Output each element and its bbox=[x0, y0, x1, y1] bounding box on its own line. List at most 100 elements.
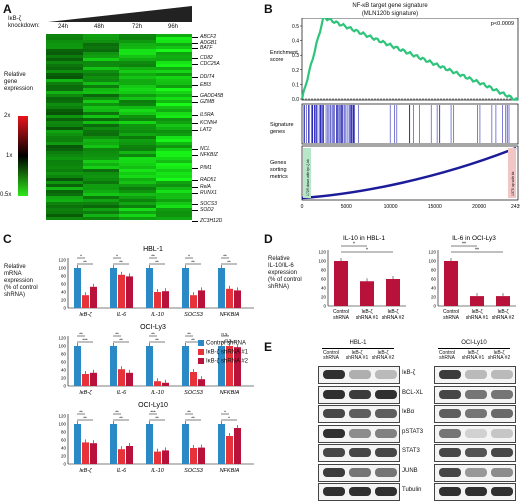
heatmap-cell bbox=[155, 211, 192, 214]
heatmap-cell bbox=[82, 166, 119, 169]
heatmap-cell bbox=[155, 79, 192, 82]
heatmap-cell bbox=[46, 193, 83, 196]
heatmap-cell bbox=[82, 163, 119, 166]
heatmap-cell bbox=[155, 61, 192, 64]
heatmap-cell bbox=[46, 67, 83, 70]
heatmap-cell bbox=[155, 133, 192, 136]
heatmap-cell bbox=[82, 133, 119, 136]
heatmap-cell bbox=[82, 88, 119, 91]
heatmap-cell bbox=[119, 106, 156, 109]
signature-label: Signature bbox=[270, 122, 294, 128]
blot-band bbox=[375, 370, 397, 379]
heatmap-cell bbox=[119, 178, 156, 181]
gene-label: RelA bbox=[200, 184, 211, 191]
gene-tick bbox=[192, 57, 198, 59]
heatmap-cell bbox=[82, 190, 119, 193]
heatmap-cell bbox=[119, 121, 156, 124]
metric-label: metrics bbox=[270, 174, 288, 180]
enrichment-frame bbox=[301, 18, 519, 101]
heatmap-cell bbox=[46, 139, 83, 142]
blot-band bbox=[465, 487, 487, 496]
heatmap-cell bbox=[119, 52, 156, 55]
heatmap-cell bbox=[82, 46, 119, 49]
heatmap-cell bbox=[155, 64, 192, 67]
heatmap-cell bbox=[119, 91, 156, 94]
sig-mark: ** bbox=[187, 332, 191, 337]
gene-tick bbox=[192, 63, 198, 65]
right-box bbox=[508, 148, 516, 198]
blot-cell-underline bbox=[438, 348, 510, 349]
blot-band bbox=[323, 428, 345, 438]
blot-band bbox=[491, 428, 513, 438]
heatmap-cell bbox=[82, 199, 119, 202]
heatmap-cell bbox=[119, 124, 156, 127]
heatmap-cell bbox=[46, 145, 83, 148]
sig-mark: * bbox=[80, 254, 82, 259]
heatmap-cell bbox=[119, 76, 156, 79]
gene-tick bbox=[192, 187, 198, 189]
heatmap-cell bbox=[46, 202, 83, 205]
heatmap-cell bbox=[119, 67, 156, 70]
gene-tick bbox=[192, 149, 198, 151]
blot-band bbox=[491, 467, 513, 477]
blot-band bbox=[323, 409, 345, 418]
gene-tick bbox=[192, 192, 198, 194]
sig-mark: ** bbox=[115, 410, 119, 415]
bar bbox=[182, 268, 189, 308]
heatmap-cell bbox=[155, 40, 192, 43]
gene-label: CD82 bbox=[200, 54, 213, 61]
scale-tick-high: 2x bbox=[4, 113, 11, 119]
y-tick: 0 bbox=[63, 384, 66, 389]
gsea-xtick: 10000 bbox=[384, 204, 398, 210]
heatmap-cell bbox=[46, 133, 83, 136]
sig-mark: ** bbox=[223, 254, 227, 259]
sig-mark: ** bbox=[187, 410, 191, 415]
blot-strip bbox=[318, 366, 400, 384]
gene-tick bbox=[192, 101, 198, 103]
legend-swatch bbox=[198, 349, 204, 355]
heatmap-cell bbox=[46, 160, 83, 163]
knockdown-label: IκB-ζ knockdown: bbox=[8, 16, 40, 29]
bar bbox=[182, 346, 189, 386]
heatmap-cell bbox=[46, 208, 83, 211]
heatmap-cell bbox=[82, 142, 119, 145]
gene-label: BATF bbox=[200, 45, 213, 52]
y-tick: 60 bbox=[431, 277, 437, 282]
panel-c-chart: HBL-1020406080100120IκB-ζ***IL-6***IL-10… bbox=[58, 246, 254, 318]
blot-band bbox=[349, 370, 371, 379]
sig-mark: ** bbox=[119, 416, 123, 421]
heatmap-cell bbox=[46, 205, 83, 208]
heatmap-cell bbox=[46, 121, 83, 124]
category-label: NFKBIA bbox=[220, 312, 240, 318]
heatmap-cell bbox=[119, 115, 156, 118]
heatmap-cell bbox=[155, 112, 192, 115]
gene-tick bbox=[192, 42, 198, 44]
heatmap-cell bbox=[46, 190, 83, 193]
heatmap-cell bbox=[46, 178, 83, 181]
heatmap-cell bbox=[119, 145, 156, 148]
gene-label: DDIT4 bbox=[200, 73, 215, 80]
blot-band bbox=[349, 448, 371, 457]
legend-item-control: Control shRNA bbox=[198, 340, 246, 347]
heatmap-cell bbox=[46, 49, 83, 52]
category-label: SOCS3 bbox=[184, 390, 204, 396]
heatmap-cell bbox=[46, 154, 83, 157]
sig-mark: ** bbox=[155, 260, 159, 265]
heatmap-cell bbox=[82, 121, 119, 124]
heatmap-cell bbox=[46, 94, 83, 97]
blot-band bbox=[375, 467, 397, 477]
heatmap-cell bbox=[155, 121, 192, 124]
panel-c-title: OCI-Ly3 bbox=[140, 324, 166, 331]
heatmap-cell bbox=[82, 67, 119, 70]
gsea-plot: 0.5 0.4 0.3 0.2 0.1 0.0 p<0.0009 1729 down with… bbox=[270, 18, 520, 210]
heatmap-cell bbox=[46, 97, 83, 100]
heatmap-cell bbox=[119, 118, 156, 121]
blot-band bbox=[375, 428, 397, 438]
category-label: IL-6 bbox=[117, 390, 127, 396]
heatmap-cell bbox=[82, 208, 119, 211]
gsea-title: NF-κB target gene signature (MLN120b sig… bbox=[352, 3, 428, 17]
sig-mark: ** bbox=[191, 260, 195, 265]
right-box-label: 1375 up with kk bbox=[511, 171, 515, 196]
blot-band bbox=[465, 467, 487, 477]
enrichment-curve bbox=[300, 18, 519, 102]
